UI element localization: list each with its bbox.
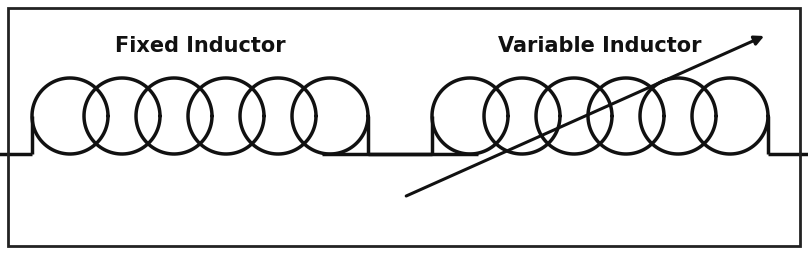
Text: Variable Inductor: Variable Inductor xyxy=(499,36,702,56)
Text: Fixed Inductor: Fixed Inductor xyxy=(115,36,285,56)
